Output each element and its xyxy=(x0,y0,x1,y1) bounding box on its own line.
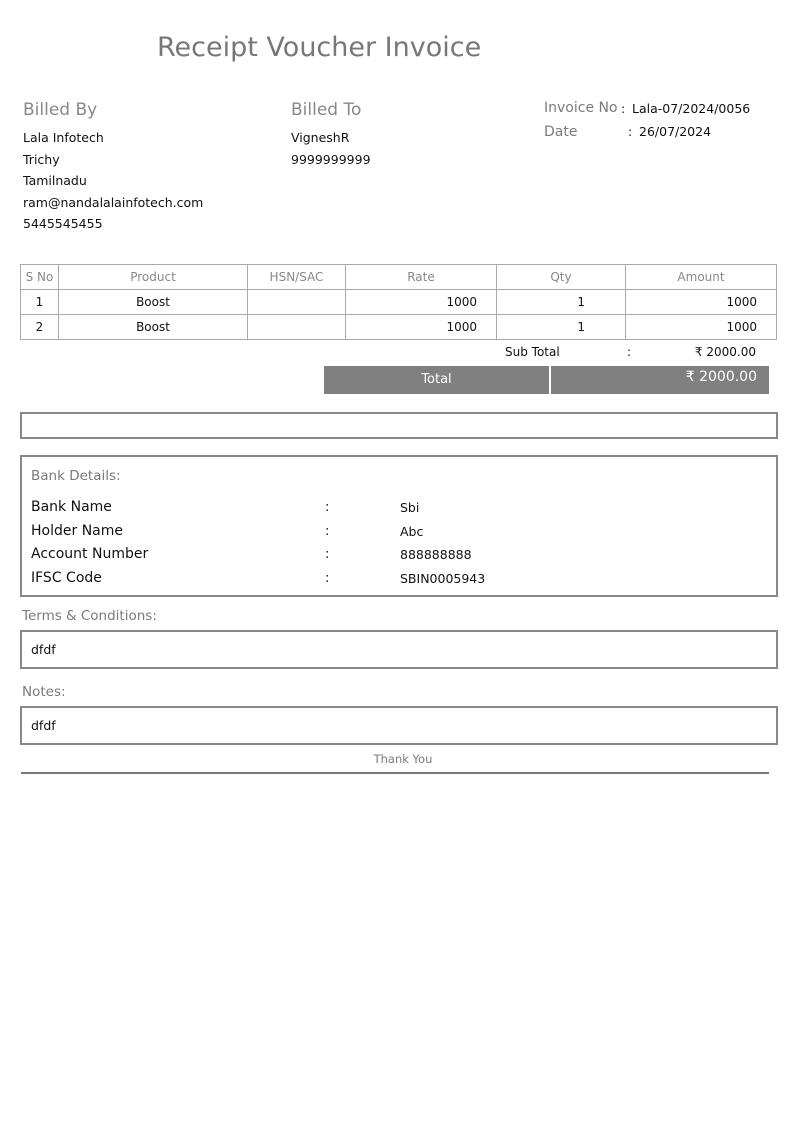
account-number-value: 888888888 xyxy=(400,547,472,563)
billed-by-heading: Billed By xyxy=(23,100,98,120)
sep: : xyxy=(325,571,330,587)
cell-rate: 1000 xyxy=(345,314,497,340)
terms-heading: Terms & Conditions: xyxy=(22,608,157,624)
cell-amount: 1000 xyxy=(625,314,777,340)
total-label: Total xyxy=(324,366,549,394)
items-table: S No Product HSN/SAC Rate Qty Amount 1 B… xyxy=(20,264,777,340)
invoice-no-label: Invoice No xyxy=(544,100,618,116)
footer-divider xyxy=(21,772,769,774)
billed-by-phone: 5445545455 xyxy=(23,216,103,231)
page-title: Receipt Voucher Invoice xyxy=(157,32,482,63)
billed-to-details: VigneshR 9999999999 xyxy=(291,127,371,170)
bank-details-heading: Bank Details: xyxy=(31,468,121,484)
billed-to-name: VigneshR xyxy=(291,130,350,145)
holder-name-label: Holder Name xyxy=(31,522,123,539)
billed-by-city: Trichy xyxy=(23,151,60,167)
sep: : xyxy=(325,523,330,539)
billed-to-phone: 9999999999 xyxy=(291,151,371,167)
cell-qty: 1 xyxy=(496,289,626,315)
date-label: Date xyxy=(544,124,578,140)
cell-sno: 1 xyxy=(20,289,59,315)
cell-qty: 1 xyxy=(496,314,626,340)
header-amount: Amount xyxy=(625,264,777,290)
bank-labels: Bank Name Holder Name Account Number IFS… xyxy=(31,496,148,591)
cell-hsn xyxy=(247,314,346,340)
notes-box: dfdf xyxy=(20,706,778,745)
date-value: 26/07/2024 xyxy=(639,124,712,139)
cell-sno: 2 xyxy=(20,314,59,340)
header-sno: S No xyxy=(20,264,59,290)
notes-heading: Notes: xyxy=(22,684,66,700)
notes-text: dfdf xyxy=(31,718,56,733)
bank-separators: :::: xyxy=(325,496,329,591)
holder-name-value: Abc xyxy=(400,523,424,539)
cell-hsn xyxy=(247,289,346,315)
header-product: Product xyxy=(58,264,248,290)
bank-details-box: Bank Details: Bank Name Holder Name Acco… xyxy=(20,455,778,597)
date-sep: : xyxy=(628,124,633,139)
billed-by-details: Lala Infotech Trichy Tamilnadu ram@nanda… xyxy=(23,127,203,235)
billed-by-name: Lala Infotech xyxy=(23,130,104,145)
subtotal-label: Sub Total xyxy=(505,345,560,359)
table-row: 1 Boost 1000 1 1000 xyxy=(20,289,777,315)
cell-product: Boost xyxy=(58,314,248,340)
cell-amount: 1000 xyxy=(625,289,777,315)
bank-name-value: Sbi xyxy=(400,500,420,515)
subtotal-sep: : xyxy=(627,345,632,359)
terms-box: dfdf xyxy=(20,630,778,669)
bank-name-label: Bank Name xyxy=(31,499,112,515)
terms-text: dfdf xyxy=(31,642,56,657)
thank-you-text: Thank You xyxy=(373,752,433,766)
header-hsn: HSN/SAC xyxy=(247,264,346,290)
billed-by-state: Tamilnadu xyxy=(23,173,87,188)
invoice-no-value: Lala-07/2024/0056 xyxy=(632,101,751,116)
table-header: S No Product HSN/SAC Rate Qty Amount xyxy=(20,264,777,290)
billed-by-email: ram@nandalalainfotech.com xyxy=(23,194,204,210)
table-row: 2 Boost 1000 1 1000 xyxy=(20,314,777,340)
sep: : xyxy=(325,500,330,515)
subtotal-value: ₹ 2000.00 xyxy=(694,345,756,359)
total-value: ₹ 2000.00 xyxy=(551,366,769,394)
sep: : xyxy=(325,547,330,563)
account-number-label: Account Number xyxy=(31,546,149,563)
header-rate: Rate xyxy=(345,264,497,290)
empty-box xyxy=(20,412,778,439)
ifsc-code-value: SBIN0005943 xyxy=(400,571,486,587)
invoice-no-sep: : xyxy=(621,101,626,116)
billed-to-heading: Billed To xyxy=(291,100,362,120)
bank-values: Sbi Abc 888888888 SBIN0005943 xyxy=(400,496,485,591)
cell-product: Boost xyxy=(58,289,248,315)
ifsc-code-label: IFSC Code xyxy=(31,570,102,587)
header-qty: Qty xyxy=(496,264,626,290)
cell-rate: 1000 xyxy=(345,289,497,315)
